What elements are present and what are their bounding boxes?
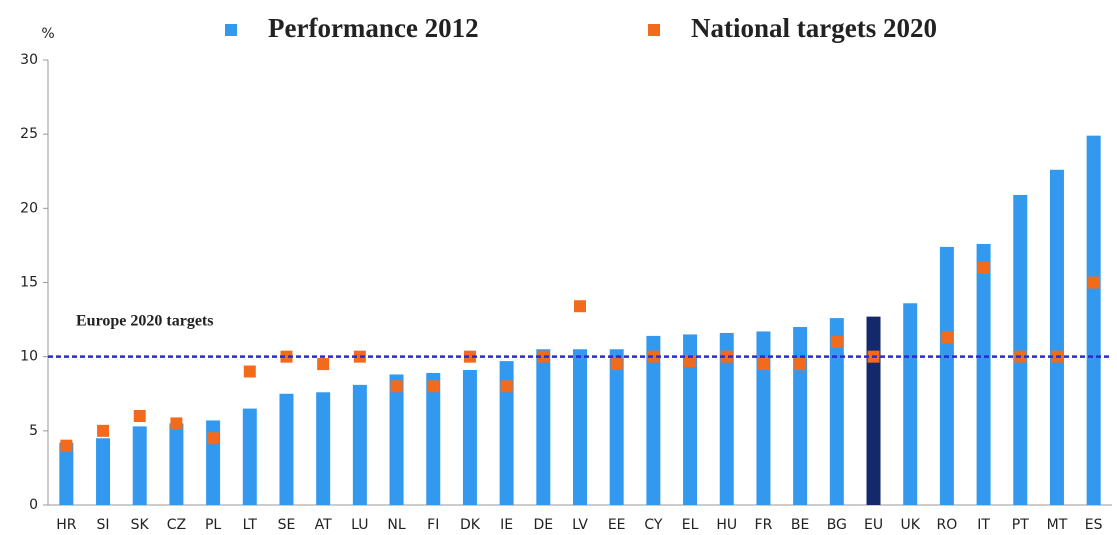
target-marker — [170, 417, 183, 430]
bar — [132, 426, 147, 505]
target-marker — [794, 358, 807, 371]
x-tick-label: FR — [755, 517, 773, 533]
x-tick-label: LU — [351, 517, 368, 533]
bar — [903, 303, 918, 505]
bar — [499, 361, 514, 505]
y-tick-label: 10 — [20, 349, 38, 365]
target-marker — [133, 410, 146, 422]
legend-swatch — [225, 24, 237, 36]
target-marker — [500, 380, 513, 393]
target-marker — [243, 365, 256, 378]
legend-label: National targets 2020 — [691, 13, 937, 43]
bar — [352, 384, 367, 505]
x-tick-label: SK — [131, 517, 150, 533]
legend-label: Performance 2012 — [268, 13, 479, 43]
bar — [462, 370, 477, 505]
y-tick-label: 0 — [29, 497, 38, 513]
bar — [1086, 135, 1101, 505]
bar — [242, 408, 257, 505]
bar — [59, 442, 74, 505]
target-marker — [574, 300, 586, 313]
x-tick-label: MT — [1047, 517, 1068, 533]
x-tick-label: SE — [278, 517, 296, 533]
x-tick-label: SI — [97, 517, 110, 533]
bar — [829, 318, 844, 505]
target-marker — [610, 358, 623, 371]
x-tick-label: HU — [716, 517, 737, 533]
target-marker — [97, 424, 110, 437]
target-marker — [317, 358, 330, 371]
target-marker — [940, 331, 953, 344]
reference-label: Europe 2020 targets — [76, 312, 213, 329]
x-tick-label: NL — [387, 517, 405, 533]
target-marker — [647, 350, 660, 363]
target-marker — [390, 380, 403, 393]
y-tick-label: 15 — [20, 275, 38, 291]
x-tick-label: UK — [900, 517, 920, 533]
target-marker — [684, 355, 697, 368]
target-marker — [60, 439, 73, 452]
bar — [316, 392, 331, 505]
y-axis-label: % — [41, 26, 54, 42]
bar — [756, 331, 771, 505]
bar — [646, 335, 661, 505]
legend-swatch — [648, 24, 660, 36]
x-tick-label: PT — [1012, 517, 1029, 533]
x-tick-label: RO — [937, 517, 958, 533]
x-tick-label: DK — [460, 517, 481, 533]
bar — [536, 349, 551, 505]
bar — [939, 246, 954, 505]
x-tick-label: BG — [827, 517, 847, 533]
bar — [169, 423, 184, 505]
x-tick-label: ES — [1085, 517, 1103, 533]
target-marker — [207, 432, 220, 445]
y-tick-label: 30 — [20, 52, 38, 68]
bar — [1013, 194, 1028, 505]
x-tick-label: CZ — [167, 517, 186, 533]
y-tick-label: 25 — [20, 126, 38, 142]
bar — [793, 327, 808, 505]
x-tick-label: HR — [56, 517, 77, 533]
bar — [683, 334, 698, 505]
target-marker — [977, 261, 990, 274]
x-tick-label: IE — [500, 517, 513, 533]
y-tick-label: 5 — [29, 423, 38, 439]
bar — [976, 243, 991, 505]
x-tick-label: EU — [864, 517, 883, 533]
target-marker — [463, 350, 476, 363]
target-marker — [353, 350, 366, 363]
x-tick-label: EE — [608, 517, 626, 533]
x-tick-label: PL — [205, 517, 221, 533]
bar — [866, 316, 881, 505]
target-marker — [537, 350, 550, 363]
target-marker — [830, 335, 843, 348]
bar — [719, 332, 734, 505]
bar — [609, 349, 624, 505]
target-marker — [1087, 276, 1100, 289]
target-marker — [720, 350, 733, 363]
x-tick-label: FI — [427, 517, 439, 533]
bar — [426, 372, 441, 505]
bar — [389, 374, 404, 505]
x-tick-label: AT — [315, 517, 332, 533]
x-tick-label: EL — [682, 517, 699, 533]
x-tick-label: DE — [533, 517, 553, 533]
target-marker — [280, 350, 293, 363]
x-tick-label: BE — [791, 517, 809, 533]
target-marker — [427, 380, 440, 393]
bar — [573, 349, 587, 505]
bar — [96, 438, 111, 505]
bar — [279, 393, 294, 505]
x-tick-label: IT — [977, 517, 990, 533]
x-tick-label: LT — [243, 517, 258, 533]
x-tick-label: LV — [572, 517, 588, 533]
x-tick-label: CY — [644, 517, 663, 533]
y-tick-label: 20 — [20, 200, 38, 216]
bar — [1049, 169, 1064, 505]
target-marker — [757, 358, 770, 371]
